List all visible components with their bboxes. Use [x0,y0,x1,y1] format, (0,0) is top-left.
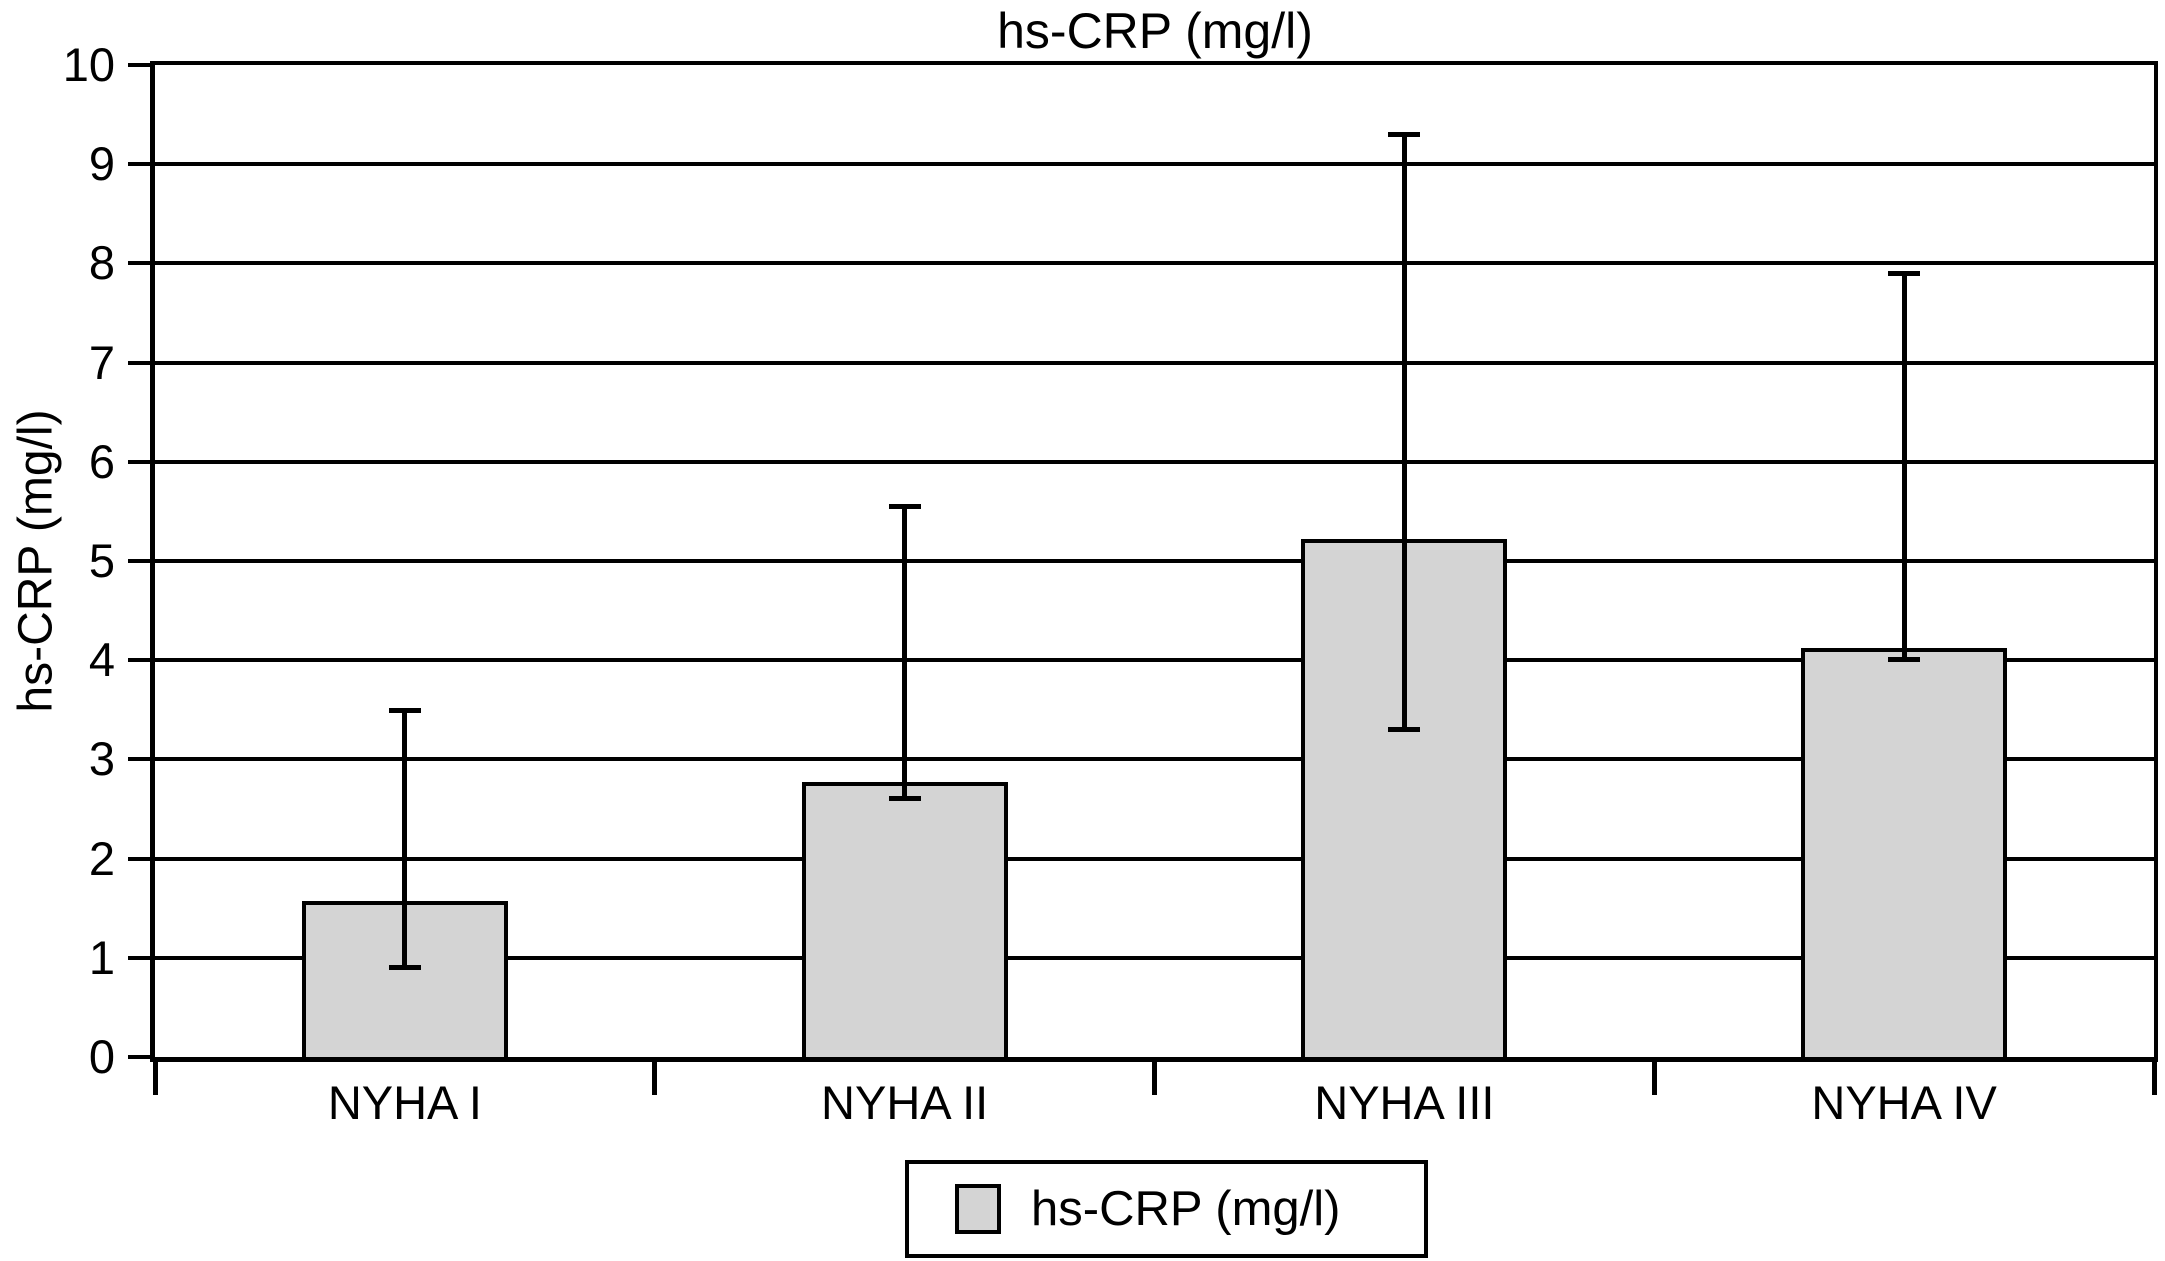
legend-swatch [955,1184,1001,1234]
gridline-7 [155,360,2154,365]
error-bar-cap-top [888,504,921,510]
chart-title: hs-CRP (mg/l) [997,3,1313,59]
x-tick-2 [1152,1057,1157,1095]
y-tick-label-4: 4 [88,633,115,687]
y-tick-label-6: 6 [88,434,115,488]
error-bar-line [1401,134,1407,730]
gridline-8 [155,261,2154,266]
x-category-label: NYHA II [821,1076,989,1129]
legend-box: hs-CRP (mg/l) [905,1160,1428,1258]
y-tick-4 [128,658,155,663]
y-tick-10 [128,63,155,67]
x-tick-1 [652,1057,658,1095]
x-category-label: NYHA I [327,1076,482,1129]
bar-nyha-ii [801,782,1008,1057]
y-tick-3 [128,757,155,762]
plot-area: 0 1 2 3 4 5 6 7 8 9 10 NYHA I NYHA II NYHA III NYHA IV [63,38,2158,1129]
y-tick-label-10: 10 [62,38,115,91]
gridline-3 [155,757,2154,762]
y-tick-label-7: 7 [88,335,115,389]
error-bar-cap-bottom [1888,657,1921,663]
error-bar-cap-bottom [888,796,921,802]
y-tick-9 [128,162,155,167]
y-tick-label-5: 5 [88,534,115,587]
gridline-9 [155,162,2154,167]
error-bar-line [402,709,408,968]
error-bar-cap-top [1888,271,1921,277]
y-tick-label-8: 8 [88,236,115,290]
x-category-label: NYHA IV [1811,1076,1997,1129]
error-bar-cap-bottom [388,964,421,970]
y-tick-label-1: 1 [88,930,115,984]
error-bar-cap-top [388,707,421,713]
error-bar-cap-bottom [1388,726,1421,732]
y-tick-label-2: 2 [88,831,115,885]
bar-nyha-iv [1801,648,2008,1057]
legend-label: hs-CRP (mg/l) [1031,1182,1341,1236]
x-tick-0 [152,1057,158,1095]
error-bar-cap-top [1388,132,1421,138]
gridline-6 [155,459,2154,464]
y-tick-2 [128,856,155,861]
y-tick-0 [128,1055,155,1059]
gridline-1 [155,955,2154,960]
y-tick-5 [128,559,155,563]
gridline-4 [155,658,2154,663]
y-tick-label-9: 9 [88,137,115,191]
x-category-label: NYHA III [1314,1076,1495,1129]
error-bar-line [1901,273,1907,661]
error-bar-line [902,506,908,800]
y-tick-label-0: 0 [88,1030,115,1083]
x-tick-4 [2151,1057,2157,1095]
y-tick-label-3: 3 [88,732,115,786]
y-tick-8 [128,261,155,266]
gridline-2 [155,856,2154,861]
y-tick-1 [128,955,155,960]
x-tick-3 [1651,1057,1657,1095]
gridline-5 [155,559,2154,563]
y-tick-7 [128,360,155,365]
y-tick-6 [128,459,155,464]
